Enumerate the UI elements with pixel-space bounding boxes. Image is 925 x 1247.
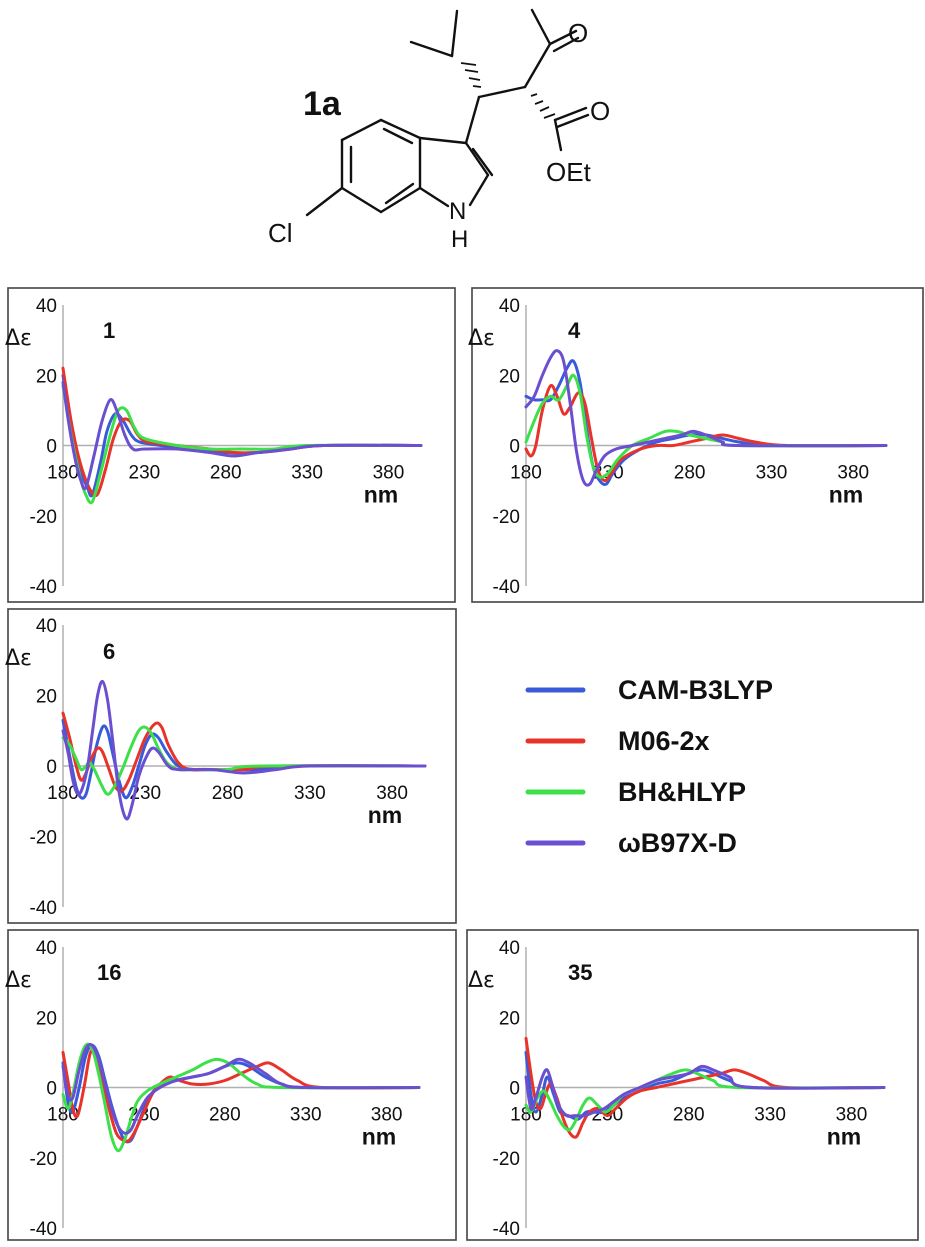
chart-panel-1: 40 20 0 -20 -40 180 230 280 330 380 Δε nm 1 <box>5 287 456 603</box>
x-tick-label: 330 <box>290 1105 322 1126</box>
x-tick-label: 180 <box>47 783 79 804</box>
y-tick-label: -40 <box>30 898 57 919</box>
x-tick-label: 280 <box>673 1105 705 1126</box>
atom-o-ester: O <box>590 96 610 126</box>
conformer-label: 35 <box>568 960 592 985</box>
y-tick-label: 20 <box>36 366 57 387</box>
legend-label: ωB97X-D <box>618 828 737 858</box>
y-tick-label: 0 <box>509 1079 520 1100</box>
x-tick-label: 330 <box>754 1105 786 1126</box>
conformer-label: 4 <box>568 318 581 343</box>
x-axis-label: nm <box>364 482 399 508</box>
series-line--b97x-d <box>524 349 888 487</box>
y-tick-label: -20 <box>493 1149 520 1170</box>
x-axis-label: nm <box>829 482 864 508</box>
y-tick-label: -20 <box>30 828 57 849</box>
y-tick-label: 20 <box>499 366 520 387</box>
series-line-m06-2x <box>524 383 888 483</box>
y-tick-label: 0 <box>46 1079 57 1100</box>
x-tick-label: 380 <box>376 783 408 804</box>
y-tick-label: 40 <box>36 616 57 637</box>
molecule-1a <box>305 8 590 217</box>
x-tick-label: 380 <box>371 1105 403 1126</box>
legend-label: CAM-B3LYP <box>618 675 773 705</box>
atom-o-ketone: O <box>568 18 588 48</box>
y-tick-label: -40 <box>493 577 520 598</box>
y-tick-label: -40 <box>30 1219 57 1240</box>
y-axis-label: Δε <box>5 646 32 671</box>
y-tick-label: -20 <box>30 1149 57 1170</box>
panel-frame <box>466 929 919 1241</box>
series-line-bh-hlyp <box>524 373 888 479</box>
atom-h: H <box>451 226 468 253</box>
x-tick-label: 330 <box>756 463 788 484</box>
y-tick-label: 0 <box>509 437 520 458</box>
y-tick-label: 20 <box>36 687 57 708</box>
x-tick-label: 330 <box>294 783 326 804</box>
series-line--b97x-d <box>61 380 423 491</box>
atom-cl: Cl <box>268 218 293 248</box>
series-line--b97x-d <box>61 679 427 821</box>
y-tick-label: 20 <box>36 1008 57 1029</box>
conformer-label: 6 <box>103 639 115 664</box>
y-axis-label: Δε <box>5 968 32 993</box>
x-tick-label: 180 <box>47 463 79 484</box>
x-tick-label: 280 <box>674 463 706 484</box>
y-axis-label: Δε <box>5 326 32 351</box>
compound-label: 1a <box>303 85 342 123</box>
series-line-bh-hlyp <box>61 384 423 505</box>
atom-n: N <box>449 198 466 225</box>
x-tick-label: 380 <box>373 463 405 484</box>
legend: CAM-B3LYP M06-2x BH&HLYP ωB97X-D <box>525 675 773 858</box>
y-tick-label: 40 <box>499 296 520 317</box>
y-tick-label: 40 <box>36 296 57 317</box>
y-tick-label: 20 <box>499 1008 520 1029</box>
y-axis-label: Δε <box>468 326 495 351</box>
x-tick-label: 380 <box>836 1105 868 1126</box>
x-tick-label: 230 <box>129 463 161 484</box>
y-tick-label: -40 <box>493 1219 520 1240</box>
legend-label: BH&HLYP <box>618 777 746 807</box>
panel-frame <box>7 929 457 1241</box>
conformer-label: 1 <box>103 318 115 343</box>
x-tick-label: 280 <box>212 783 244 804</box>
x-axis-label: nm <box>827 1124 862 1150</box>
series-line-m06-2x <box>524 1036 886 1139</box>
atom-oet: OEt <box>546 157 592 187</box>
x-tick-label: 180 <box>510 463 542 484</box>
y-tick-label: 40 <box>36 938 57 959</box>
x-tick-label: 330 <box>291 463 323 484</box>
series-line--b97x-d <box>61 1043 421 1135</box>
series-line--b97x-d <box>524 1064 886 1118</box>
x-axis-label: nm <box>368 802 403 828</box>
series-line-bh-hlyp <box>524 1068 886 1132</box>
series-line-m06-2x <box>61 1048 421 1143</box>
hashed-wedge-bonds <box>460 62 556 119</box>
x-axis-label: nm <box>362 1124 397 1150</box>
y-tick-label: 40 <box>499 938 520 959</box>
y-tick-label: 0 <box>46 757 57 778</box>
y-tick-label: -20 <box>493 507 520 528</box>
y-tick-label: -20 <box>30 507 57 528</box>
x-tick-label: 380 <box>837 463 869 484</box>
legend-label: M06-2x <box>618 726 710 756</box>
conformer-label: 16 <box>97 960 121 985</box>
x-tick-label: 280 <box>209 1105 241 1126</box>
y-axis-label: Δε <box>468 968 495 993</box>
series-line-bh-hlyp <box>61 1042 421 1153</box>
x-tick-label: 280 <box>210 463 242 484</box>
y-tick-label: -40 <box>30 577 57 598</box>
y-tick-label: 0 <box>46 437 57 458</box>
